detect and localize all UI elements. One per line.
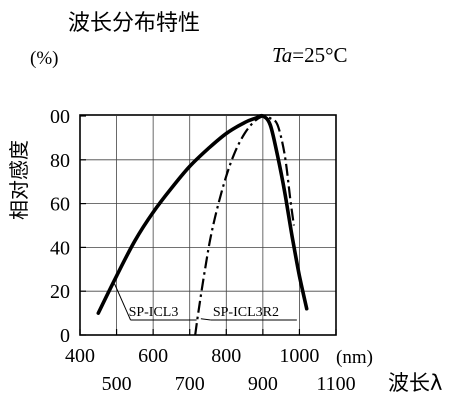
y-unit-label: (%) [30, 48, 58, 69]
y-tick-label: 00 [50, 106, 70, 128]
series-label-2: SP-ICL3R2 [213, 305, 279, 320]
y-tick-label: 0 [60, 325, 70, 347]
series-lines [96, 113, 309, 336]
y-tick-labels: 0 20 40 60 80 00 [50, 106, 70, 347]
x-tick-label-bottom: 700 [175, 373, 205, 395]
x-axis-label: 波长λ [388, 371, 442, 395]
chart-title: 波长分布特性 [68, 11, 200, 36]
x-tick-label-top: 800 [211, 345, 241, 367]
x-tick-label-bottom: 900 [248, 373, 278, 395]
annotation-leader-2 [200, 318, 211, 321]
y-tick-label: 20 [50, 281, 70, 303]
series-line-1 [96, 113, 309, 315]
series-label-1: SP-ICL3 [129, 305, 179, 320]
x-tick-label-top: 600 [138, 345, 168, 367]
x-tick-label-top: 400 [65, 345, 95, 367]
x-tick-label-bottom: 500 [102, 373, 132, 395]
x-tick-label-bottom: 1100 [316, 373, 355, 395]
y-axis-label: 相对感度 [7, 140, 31, 220]
y-tick-label: 60 [50, 194, 70, 216]
condition-label: Ta=25°C [272, 43, 348, 67]
x-tick-labels: 400 600 800 1000 500 700 900 1100 [65, 345, 356, 395]
y-tick-label: 80 [50, 150, 70, 172]
x-tick-label-top: 1000 [279, 345, 319, 367]
x-unit-label: (nm) [336, 347, 373, 368]
y-tick-label: 40 [50, 237, 70, 259]
annotation-leader-1 [114, 283, 132, 321]
plot-border [79, 114, 337, 336]
grid [80, 116, 336, 335]
series-line-2 [194, 114, 295, 336]
series-annotations: SP-ICL3 SP-ICL3R2 [114, 283, 297, 321]
plot-frame [79, 114, 337, 336]
